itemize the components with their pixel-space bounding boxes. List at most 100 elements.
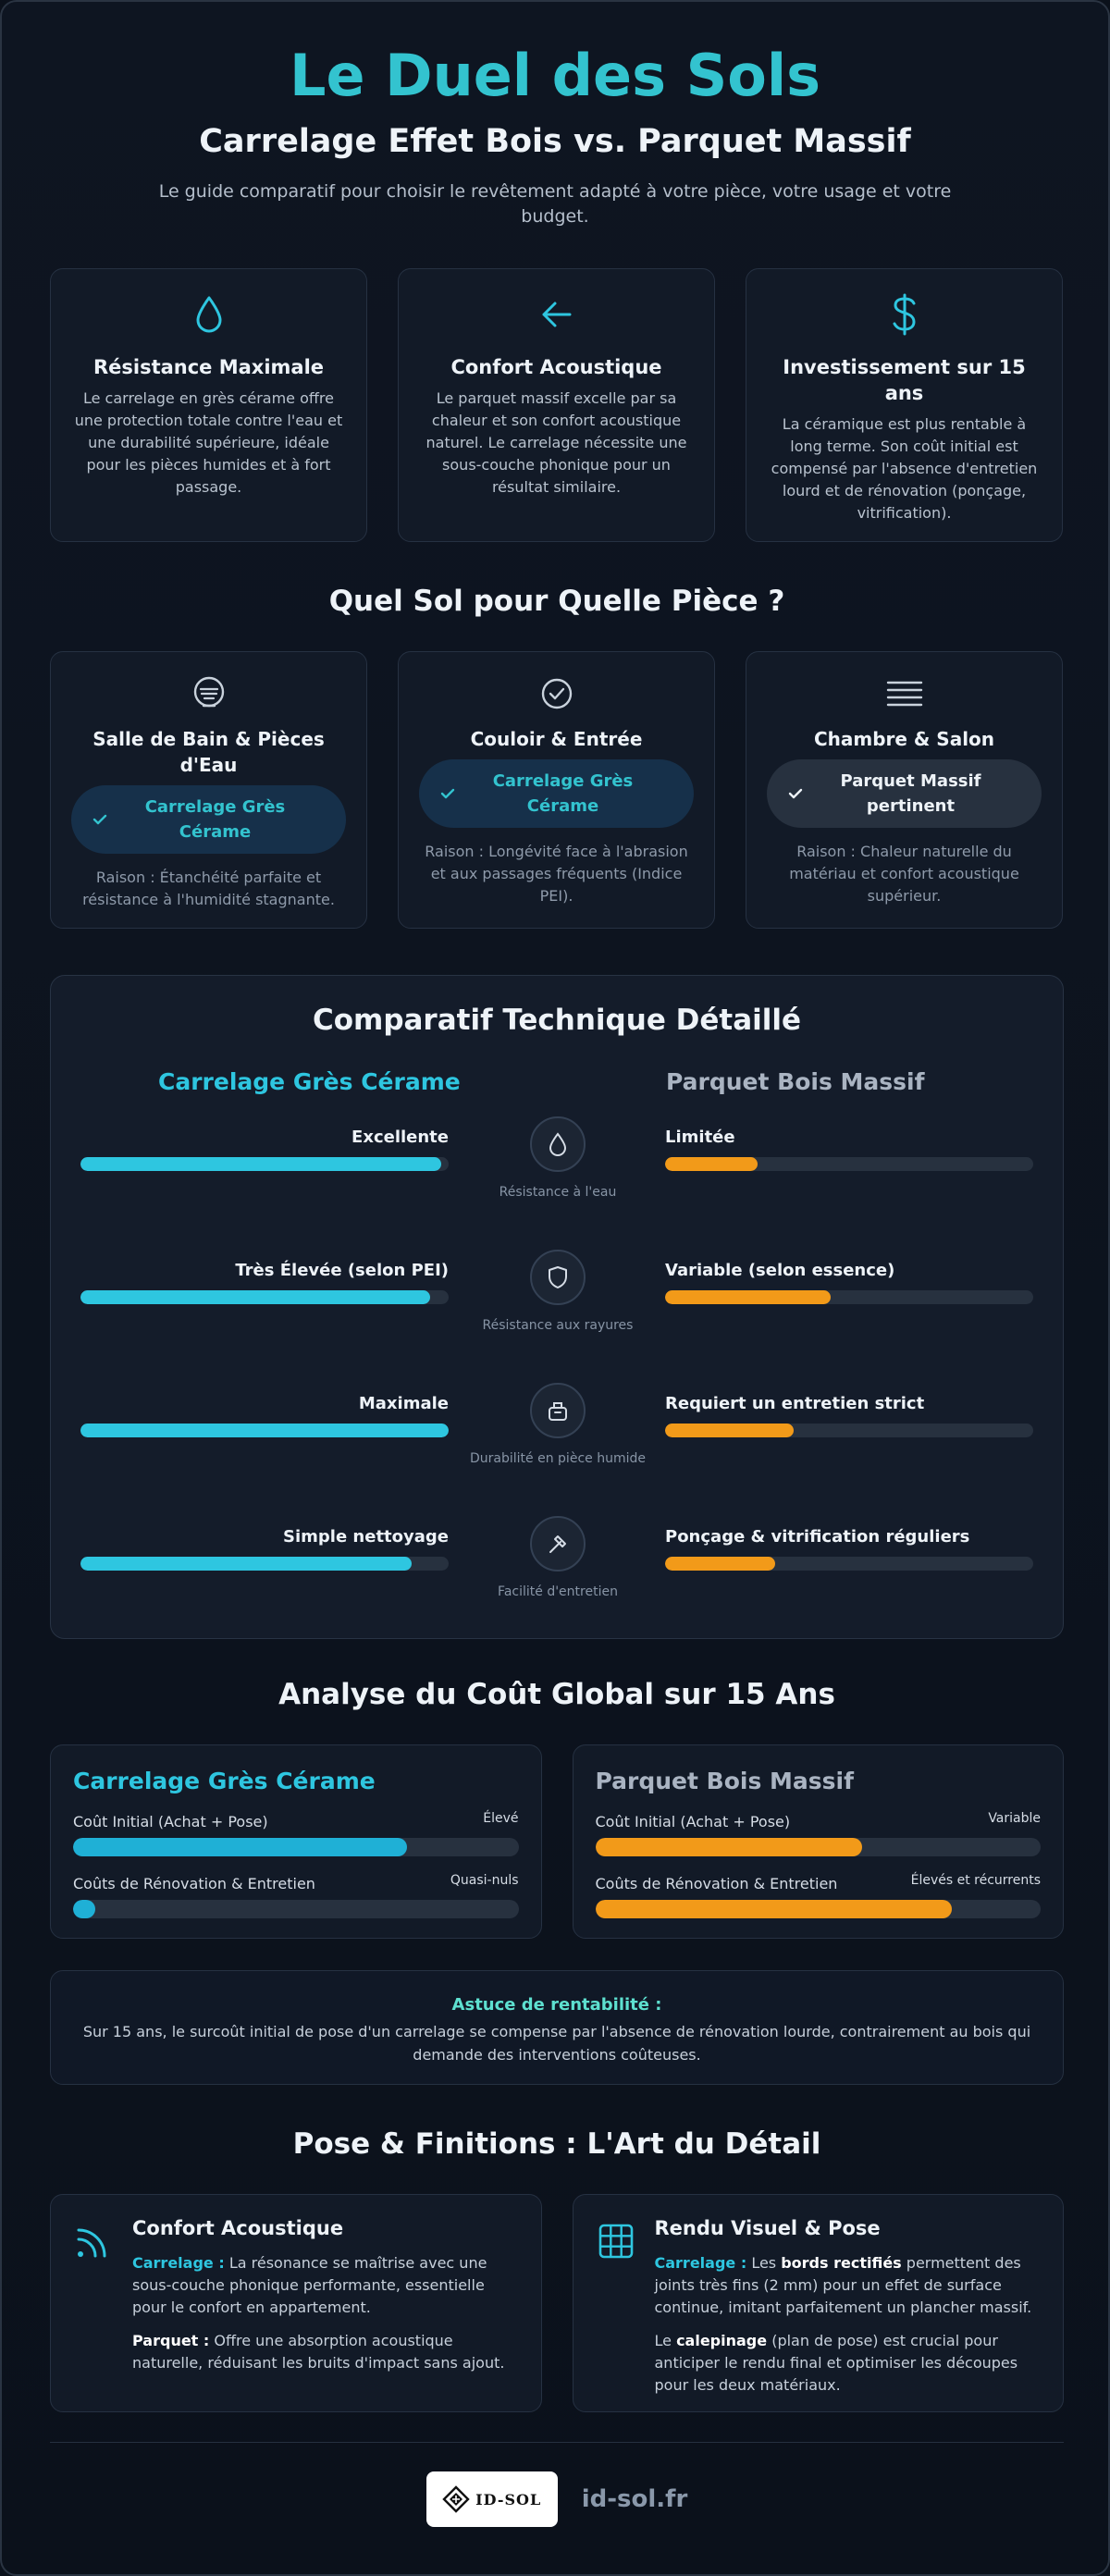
check-circle-icon xyxy=(419,672,694,715)
recommendation-label: Carrelage Grès Cérame xyxy=(144,797,286,842)
wood-bar xyxy=(665,1557,1033,1571)
logo-text: ID-SOL xyxy=(475,2490,542,2508)
room-name: Chambre & Salon xyxy=(813,728,995,750)
criterion-label: Résistance à l'eau xyxy=(499,1185,617,1200)
finish-title: Rendu Visuel & Pose xyxy=(654,2217,881,2239)
finish-text: (plan de pose) est crucial pour anticipe… xyxy=(654,2332,1018,2394)
feature-cards: Résistance Maximale Le carrelage en grès… xyxy=(50,268,1064,542)
signal-waves-icon xyxy=(75,2223,112,2263)
brand-logo[interactable]: ID-SOL xyxy=(426,2471,558,2527)
finish-label: Parquet : xyxy=(132,2332,210,2349)
recommendation-label: Carrelage Grès Cérame xyxy=(492,771,634,816)
wood-column-title: Parquet Bois Massif xyxy=(666,1068,925,1095)
room-card-bathroom: Salle de Bain & Pièces d'Eau Carrelage G… xyxy=(50,651,367,929)
cost-item-value: Variable xyxy=(988,1811,1041,1826)
tile-bar xyxy=(80,1157,449,1171)
tech-row: Très Élevée (selon PEI) Résistance aux r… xyxy=(51,1250,1065,1372)
finish-bold: calepinage xyxy=(676,2332,768,2349)
feature-card-investment: Investissement sur 15 ans La céramique e… xyxy=(746,268,1063,542)
tip-text: Sur 15 ans, le surcoût initial de pose d… xyxy=(82,2023,1031,2064)
room-card-bedroom: Chambre & Salon Parquet Massif pertinent… xyxy=(746,651,1063,929)
cost-item: Coût Initial (Achat + Pose) Variable xyxy=(595,1811,1041,1856)
cost-item-value: Quasi-nuls xyxy=(450,1873,519,1888)
tile-bar xyxy=(80,1290,449,1304)
cost-item-name: Coûts de Rénovation & Entretien xyxy=(73,1875,315,1892)
wood-bar xyxy=(665,1157,1033,1171)
room-reason: Raison : Étanchéité parfaite et résistan… xyxy=(82,869,335,908)
finish-text: La résonance se maîtrise avec une sous-c… xyxy=(132,2254,487,2316)
finish-bold: bords rectifiés xyxy=(781,2254,902,2272)
page-subtitle: Carrelage Effet Bois vs. Parquet Massif xyxy=(199,123,911,160)
footer: ID-SOL id-sol.fr xyxy=(2,2471,1108,2527)
finish-card-visual: Rendu Visuel & Pose Carrelage : Les bord… xyxy=(572,2194,1064,2412)
cost-card-tile: Carrelage Grès Cérame Coût Initial (Acha… xyxy=(50,1744,542,1939)
finishes-section-title: Pose & Finitions : L'Art du Détail xyxy=(292,2127,821,2161)
hammer-icon xyxy=(530,1516,586,1571)
wood-bar xyxy=(665,1290,1033,1304)
check-icon xyxy=(439,785,462,802)
site-link[interactable]: id-sol.fr xyxy=(581,2485,688,2513)
tech-title: Comparatif Technique Détaillé xyxy=(312,1004,802,1037)
finish-card-acoustic: Confort Acoustique Carrelage : La résona… xyxy=(50,2194,542,2412)
cost-item-value: Élevés et récurrents xyxy=(910,1873,1041,1888)
cost-item-name: Coût Initial (Achat + Pose) xyxy=(73,1813,268,1830)
feature-card-acoustic: Confort Acoustique Le parquet massif exc… xyxy=(398,268,715,542)
finish-text: Les xyxy=(746,2254,782,2272)
wood-rating: Requiert un entretien strict xyxy=(665,1394,925,1413)
rooms-section-title: Quel Sol pour Quelle Pièce ? xyxy=(328,585,785,618)
criterion-label: Résistance aux rayures xyxy=(482,1318,634,1333)
room-cards: Salle de Bain & Pièces d'Eau Carrelage G… xyxy=(50,651,1064,929)
room-name: Salle de Bain & Pièces d'Eau xyxy=(92,728,325,776)
cost-item: Coûts de Rénovation & Entretien Quasi-nu… xyxy=(73,1873,519,1918)
finish-label: Carrelage : xyxy=(132,2254,225,2272)
cost-bar xyxy=(595,1838,1041,1856)
cost-card-title: Parquet Bois Massif xyxy=(595,1768,855,1794)
finish-title: Confort Acoustique xyxy=(132,2217,344,2239)
finishes-cards: Confort Acoustique Carrelage : La résona… xyxy=(50,2194,1064,2412)
tile-rating: Simple nettoyage xyxy=(283,1527,449,1547)
bucket-icon xyxy=(530,1383,586,1438)
room-reason: Raison : Chaleur naturelle du matériau e… xyxy=(789,843,1019,905)
wood-rating: Limitée xyxy=(665,1128,735,1147)
cost-bar xyxy=(73,1900,519,1918)
tech-row: Excellente Résistance à l'eau Limitée xyxy=(51,1116,1065,1239)
feature-text: Le parquet massif excelle par sa chaleur… xyxy=(426,389,687,496)
hero: Le Duel des Sols Carrelage Effet Bois vs… xyxy=(2,2,1108,229)
cost-section-title: Analyse du Coût Global sur 15 Ans xyxy=(278,1678,835,1711)
water-drop-icon xyxy=(530,1116,586,1172)
tile-rating: Très Élevée (selon PEI) xyxy=(235,1261,449,1280)
finish-paragraph: Carrelage : La résonance se maîtrise ave… xyxy=(132,2252,519,2319)
water-drop-icon xyxy=(73,291,344,338)
feature-card-resistance: Résistance Maximale Le carrelage en grès… xyxy=(50,268,367,542)
grid-icon xyxy=(598,2223,635,2263)
cost-item: Coût Initial (Achat + Pose) Élevé xyxy=(73,1811,519,1856)
feature-title: Résistance Maximale xyxy=(92,356,325,378)
finish-paragraph: Le calepinage (plan de pose) est crucial… xyxy=(655,2330,1042,2397)
cost-bar xyxy=(73,1838,519,1856)
cost-item-name: Coûts de Rénovation & Entretien xyxy=(595,1875,838,1892)
wood-rating: Variable (selon essence) xyxy=(665,1261,895,1280)
shield-icon xyxy=(530,1250,586,1305)
tile-rating: Excellente xyxy=(352,1128,449,1147)
finish-text: permettent des joints très fins (2 mm) p… xyxy=(654,2254,1032,2316)
finish-paragraph: Parquet : Offre une absorption acoustiqu… xyxy=(132,2330,519,2374)
check-icon xyxy=(92,811,114,828)
page-title: Le Duel des Sols xyxy=(290,42,820,109)
room-card-hallway: Couloir & Entrée Carrelage Grès Cérame R… xyxy=(398,651,715,929)
tech-comparison: Comparatif Technique Détaillé Carrelage … xyxy=(50,975,1064,1639)
cost-card-title: Carrelage Grès Cérame xyxy=(73,1768,376,1794)
cost-cards: Carrelage Grès Cérame Coût Initial (Acha… xyxy=(50,1744,1064,1939)
intro-text: Le guide comparatif pour choisir le revê… xyxy=(158,181,952,227)
tile-column-title: Carrelage Grès Cérame xyxy=(158,1068,461,1095)
footer-divider xyxy=(50,2442,1064,2443)
criterion-label: Facilité d'entretien xyxy=(498,1584,618,1599)
profitability-tip: Astuce de rentabilité : Sur 15 ans, le s… xyxy=(50,1970,1064,2085)
criterion-label: Durabilité en pièce humide xyxy=(470,1451,646,1466)
feature-text: La céramique est plus rentable à long te… xyxy=(771,415,1038,522)
tech-row: Maximale Durabilité en pièce humide Requ… xyxy=(51,1383,1065,1505)
dollar-icon xyxy=(769,291,1040,338)
menu-lines-icon xyxy=(767,672,1042,715)
room-recommendation: Carrelage Grès Cérame xyxy=(71,785,346,854)
room-reason: Raison : Longévité face à l'abrasion et … xyxy=(425,843,688,905)
